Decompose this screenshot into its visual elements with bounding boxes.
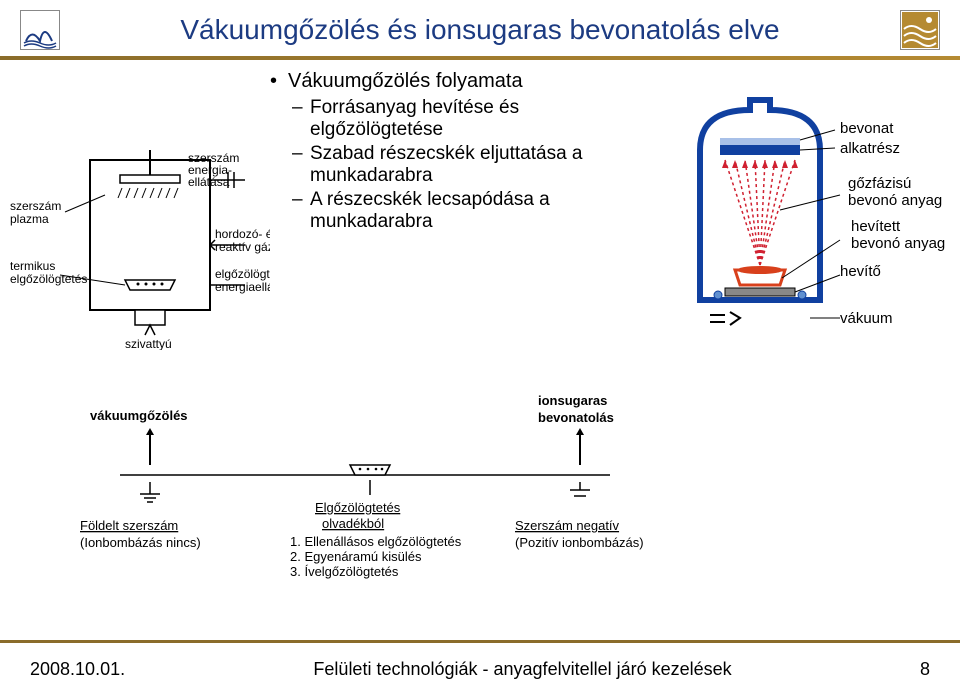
svg-text:szivattyú: szivattyú [125,337,172,350]
label-foldelt: Földelt szerszám [80,518,178,533]
main-content: Vákuumgőzölés folyamata Forrásanyag heví… [0,60,960,620]
chamber-label-gozfazis: gőzfázisú bevonó anyag [848,175,942,209]
svg-text:ionsugaras: ionsugaras [538,393,607,408]
chamber-label-hevitett: hevített bevonó anyag [851,218,945,252]
label-elgoz-3: 3. Ívelgőzölögtetés [290,564,399,579]
label-szerszam-plazma: szerszám [10,199,61,213]
chamber-label-alkatresz: alkatrész [840,140,900,157]
chamber-label-vakuum: vákuum [840,310,893,327]
chamber-label-hevito: hevítő [840,263,881,280]
bullet-lvl2: Szabad részecskék eljuttatása a munkadar… [270,143,650,187]
svg-text:reaktív gáz: reaktív gáz [215,240,270,254]
label-szneg: Szerszám negatív [515,518,620,533]
label-elgoz-2: 2. Egyenáramú kisülés [290,549,422,564]
svg-text:hordozó- és: hordozó- és [215,227,270,241]
label-vakuumgozoles: vákuumgőzölés [90,408,188,423]
bullet-lvl2: Forrásanyag hevítése és elgőzölögtetése [270,97,650,141]
footer-date: 2008.10.01. [30,659,125,680]
svg-text:elgőzölögtetés: elgőzölögtetés [10,272,87,286]
bottom-comparison-diagram: vákuumgőzölés ionsugaras bevonatolás Elg… [60,390,900,600]
svg-text:olvadékból: olvadékból [322,516,384,531]
svg-text:Elgőzölögtetés: Elgőzölögtetés [315,500,401,515]
svg-text:ellátása: ellátása [188,175,230,189]
footer-page: 8 [920,659,930,680]
footer-center: Felületi technológiák - anyagfelvitellel… [125,659,920,680]
logo-left [20,10,60,50]
footer: 2008.10.01. Felületi technológiák - anya… [0,640,960,695]
header: Vákuumgőzölés és ionsugaras bevonatolás … [0,0,960,60]
label-foldelt-sub: (Ionbombázás nincs) [80,535,201,550]
svg-text:energiaellátása: energiaellátása [215,280,270,294]
label-szneg-sub: (Pozitív ionbombázás) [515,535,644,550]
bullet-lvl2: A részecskék lecsapódása a munkadarabra [270,189,650,233]
logo-right [900,10,940,50]
svg-text:plazma: plazma [10,212,49,226]
bullet-lvl1: Vákuumgőzölés folyamata [270,70,650,93]
page-title: Vákuumgőzölés és ionsugaras bevonatolás … [60,14,900,46]
svg-text:elgőzölögtetés: elgőzölögtetés [215,267,270,281]
svg-text:termikus: termikus [10,259,55,273]
chamber-label-bevonat: bevonat [840,120,893,137]
svg-text:bevonatolás: bevonatolás [538,410,614,425]
ion-plating-diagram: szerszám plazma termikus elgőzölögtetés … [10,150,270,350]
bullet-list: Vákuumgőzölés folyamata Forrásanyag heví… [270,70,650,235]
label-elgoz-1: 1. Ellenállásos elgőzölögtetés [290,534,462,549]
